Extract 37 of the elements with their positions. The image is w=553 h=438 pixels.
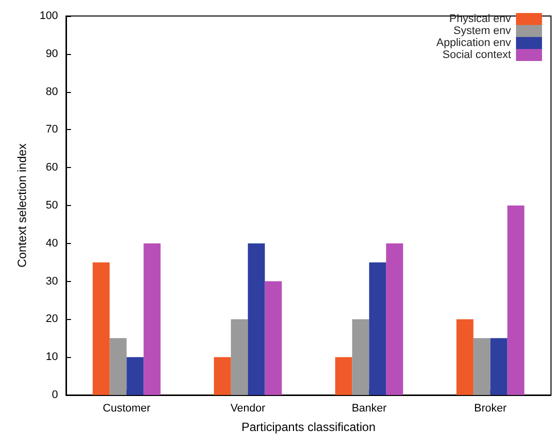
bar: [335, 357, 352, 395]
bar: [144, 243, 161, 395]
y-axis-title: Context selection index: [15, 143, 29, 268]
legend-label: Social context: [442, 49, 511, 61]
y-tick-label: 80: [46, 86, 58, 98]
x-axis-title: Participants classification: [241, 420, 376, 434]
bar: [473, 338, 490, 395]
bar: [352, 319, 370, 395]
y-tick-label: 70: [46, 124, 58, 136]
y-tick-label: 30: [46, 275, 58, 288]
bar: [126, 357, 144, 395]
y-tick-label: 20: [46, 313, 58, 326]
y-tick-label: 60: [46, 162, 58, 174]
x-tick-label: Vendor: [230, 402, 266, 414]
y-tick-label: 50: [46, 200, 58, 212]
x-tick-label: Customer: [102, 402, 151, 414]
bar: [92, 262, 110, 395]
legend-label: Physical env: [449, 13, 512, 25]
y-tick-label: 0: [52, 389, 58, 401]
bar: [507, 206, 524, 395]
y-tick-label: 40: [46, 237, 58, 250]
bar: [369, 262, 386, 395]
bar: [490, 338, 508, 395]
x-tick-label: Banker: [352, 402, 387, 414]
legend-label: Application env: [436, 37, 512, 49]
y-tick-label: 90: [46, 48, 58, 60]
bar: [456, 319, 474, 395]
y-tick-label: 100: [40, 10, 58, 22]
y-tick-label: 10: [46, 351, 58, 364]
bar: [386, 243, 404, 395]
bar: [248, 243, 265, 395]
bar: [214, 357, 231, 395]
legend-label: System env: [454, 25, 512, 37]
x-tick-label: Broker: [474, 402, 507, 414]
bar: [230, 319, 248, 395]
bar: [264, 281, 282, 395]
bar: [110, 338, 127, 395]
